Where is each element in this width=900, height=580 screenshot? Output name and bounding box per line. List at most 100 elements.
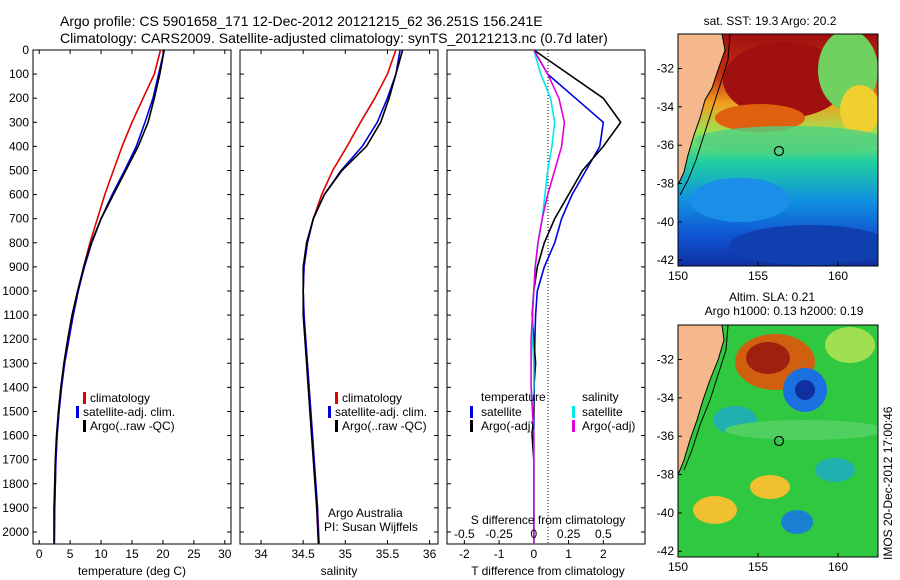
- y-tick-label: 1000: [2, 284, 29, 298]
- y-tick-label: 200: [9, 91, 29, 105]
- sst-map-image: [678, 34, 878, 266]
- sst-map-axes: 150 155 160 -32 -34 -36 -38 -40 -42: [657, 62, 849, 283]
- sla-map-title: Altim. SLA: 0.21: [729, 290, 815, 304]
- float-position-marker: [773, 145, 785, 157]
- legend-label-satellite: satellite-adj. clim.: [335, 405, 427, 419]
- cool-patch: [690, 178, 790, 222]
- depth-axis: 0 100 200 300 400 500 600 700 800 900 1000 1100 1200…: [2, 43, 231, 539]
- s-difference-tick-labels: -0.5 -0.25 0 0.25 0.5: [454, 527, 612, 541]
- legend-label-t-satellite: satellite: [481, 405, 522, 419]
- annotation-argo-australia: Argo Australia: [328, 506, 403, 520]
- map-y-tick-label: -36: [657, 138, 675, 152]
- map-x-tick-label: 155: [748, 560, 768, 574]
- x-tick-label: 1: [565, 547, 572, 561]
- y-tick-label: 1500: [2, 404, 29, 418]
- legend-label-argo: Argo(..raw -QC): [90, 419, 175, 433]
- legend-label-climatology: climatology: [342, 391, 402, 405]
- x-tick-label: 35: [339, 547, 353, 561]
- float-position-marker: [773, 435, 785, 447]
- map-y-tick-label: -38: [657, 468, 675, 482]
- sla-map-subtitle: Argo h1000: 0.13 h2000: 0.19: [705, 304, 864, 318]
- legend-swatch-s-argo: [572, 420, 575, 432]
- temperature-panel: 0100200300400500600700800900100011001200…: [2, 43, 232, 578]
- sla-yellow-patch-2: [750, 475, 790, 499]
- sla-yellow-patch-1: [693, 496, 737, 524]
- x-tick-label: 34: [254, 547, 268, 561]
- x-tick-label: 25: [187, 547, 201, 561]
- legend-swatch-t-satellite: [470, 406, 473, 418]
- footer-timestamp: IMOS 20-Dec-2012 17:00:46: [881, 406, 895, 560]
- y-tick-label: 600: [9, 188, 29, 202]
- x-tick-label: 0: [36, 547, 43, 561]
- sst-map-frame: [677, 33, 879, 267]
- sla-low-core: [795, 380, 815, 400]
- salinity-axes-box: [239, 49, 439, 545]
- salinity-depth-ticks: [240, 49, 438, 533]
- series-s-argo-adj-: [530, 49, 566, 544]
- sla-map-image: [678, 325, 878, 557]
- s-tick-label: 0.25: [557, 527, 581, 541]
- y-tick-label: 0: [22, 43, 29, 57]
- s-tick-label: 0: [530, 527, 537, 541]
- legend-label-satellite: satellite-adj. clim.: [83, 405, 175, 419]
- temperature-axes-box: [32, 49, 232, 545]
- legend-label-s-satellite: satellite: [582, 405, 623, 419]
- y-tick-label: 300: [9, 115, 29, 129]
- sla-map-axes: 150 155 160 -32 -34 -36 -38 -40 -42: [657, 353, 849, 574]
- difference-legend: temperature salinity satellite Argo(-adj…: [470, 390, 635, 433]
- sla-teal-patch-2: [825, 327, 875, 363]
- sst-map-panel: sat. SST: 19.3 Argo: 20.2 150 155 160 -32 -3…: [657, 14, 879, 283]
- x-tick-label: 35.5: [376, 547, 400, 561]
- y-tick-label: 400: [9, 139, 29, 153]
- x-tick-label: 36: [423, 547, 437, 561]
- x-tick-label: 0: [530, 547, 537, 561]
- x-tick-label: 30: [218, 547, 232, 561]
- sla-teal-patch-3: [815, 458, 855, 482]
- series-argo-raw-qc-: [53, 49, 165, 544]
- map-y-tick-label: -42: [657, 544, 675, 558]
- sla-map-panel: Altim. SLA: 0.21 Argo h1000: 0.13 h2000:…: [657, 290, 879, 574]
- x-tick-label: -1: [494, 547, 505, 561]
- temperature-series: [53, 49, 165, 545]
- legend-swatch-t-argo: [470, 420, 473, 432]
- map-y-tick-label: -42: [657, 253, 675, 267]
- coastline-contour: [683, 325, 729, 471]
- y-tick-label: 1900: [2, 501, 29, 515]
- legend-label-s-argo: Argo(-adj): [582, 419, 635, 433]
- legend-title-temperature: temperature: [481, 390, 546, 404]
- sla-blue-patch: [781, 510, 813, 534]
- y-tick-label: 1700: [2, 453, 29, 467]
- warm-tongue: [715, 104, 805, 132]
- coastline-contour: [679, 34, 731, 196]
- map-y-tick-label: -34: [657, 391, 675, 405]
- difference-axes-box: [446, 49, 646, 545]
- map-y-tick-label: -32: [657, 353, 675, 367]
- s-tick-label: -0.5: [454, 527, 475, 541]
- salinity-x-axis: 34 34.5 35 35.5 36: [254, 50, 437, 561]
- legend-swatch-climatology: [335, 392, 338, 404]
- map-x-tick-label: 150: [668, 269, 688, 283]
- sla-map-frame: [677, 324, 879, 558]
- salinity-legend: climatology satellite-adj. clim. Argo(..…: [328, 391, 427, 433]
- map-x-tick-label: 160: [828, 269, 848, 283]
- temperature-xlabel: temperature (deg C): [78, 564, 186, 578]
- y-tick-label: 900: [9, 260, 29, 274]
- x-tick-label: 15: [125, 547, 139, 561]
- sst-map-title: sat. SST: 19.3 Argo: 20.2: [704, 14, 837, 28]
- salinity-panel: 34 34.5 35 35.5 36 climatology satellite-adj…: [239, 49, 439, 578]
- s-tick-label: -0.25: [485, 527, 513, 541]
- y-tick-label: 500: [9, 163, 29, 177]
- difference-depth-ticks: [447, 49, 645, 533]
- legend-swatch-satellite: [328, 406, 331, 418]
- y-tick-label: 2000: [2, 525, 29, 539]
- offshore-warm-patch: [840, 85, 878, 135]
- legend-label-argo: Argo(..raw -QC): [342, 419, 427, 433]
- map-y-tick-label: -40: [657, 215, 675, 229]
- legend-swatch-argo: [83, 420, 86, 432]
- land-australia: [678, 325, 725, 476]
- header-line-1: Argo profile: CS 5901658_171 12-Dec-2012…: [60, 13, 543, 29]
- cold-south: [730, 225, 878, 265]
- y-tick-label: 1300: [2, 356, 29, 370]
- legend-swatch-satellite: [76, 406, 79, 418]
